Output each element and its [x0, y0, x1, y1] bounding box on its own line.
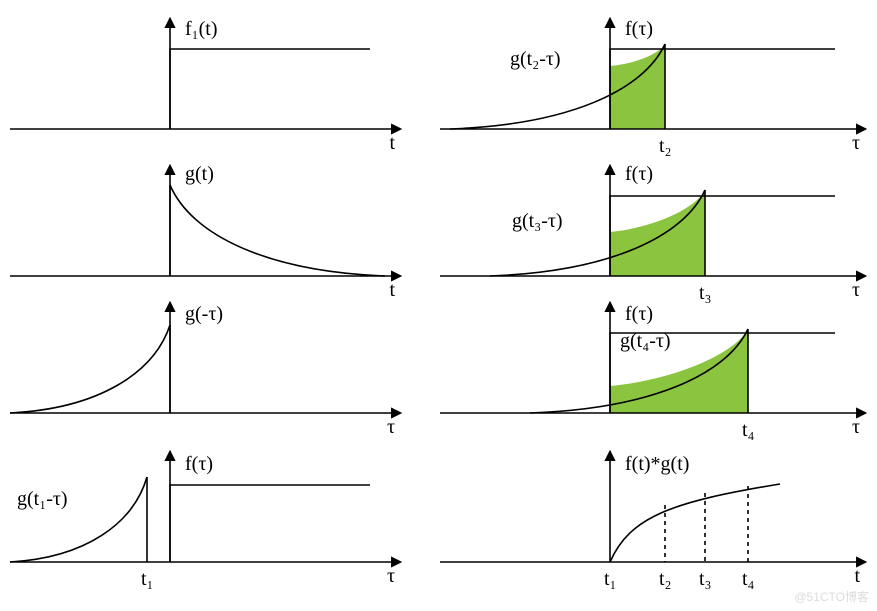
g-label: g(t₄-τ): [620, 330, 671, 352]
tick-label: t₃: [699, 282, 712, 304]
tick-label: t₁: [604, 568, 617, 590]
step-function: [170, 49, 370, 129]
x-axis-label: t: [389, 132, 395, 154]
f-label: f(τ): [625, 163, 653, 185]
tick-label: t₃: [699, 568, 712, 590]
f-label: f(τ): [625, 18, 653, 40]
step-function: [170, 485, 370, 562]
g-label: g(t₁-τ): [17, 488, 68, 510]
x-axis-label: t: [389, 279, 395, 301]
tick-label: t₁: [141, 568, 154, 590]
g-label: g(t₃-τ): [512, 210, 563, 232]
f-label: f(τ): [625, 303, 653, 325]
panel-label: f(t)*g(t): [625, 453, 689, 475]
g-label: g(t₂-τ): [510, 48, 561, 70]
f-label: f(τ): [185, 453, 213, 475]
tick-label: t₂: [659, 568, 672, 590]
panel-label: g(-τ): [185, 303, 223, 325]
x-axis-label: τ: [852, 279, 860, 301]
x-axis-label: τ: [387, 565, 395, 587]
tick-label: t₄: [742, 419, 755, 441]
panel-label: f₁(t): [185, 18, 218, 40]
rise-curve: [10, 325, 170, 413]
x-axis-label: t: [854, 565, 860, 587]
x-axis-label: τ: [852, 132, 860, 154]
x-axis-label: τ: [387, 416, 395, 438]
decay-curve: [170, 185, 385, 276]
convolution-curve: [610, 484, 780, 562]
panel-label: g(t): [185, 163, 214, 185]
diagram-canvas: t f₁(t) t g(t) τ g(-τ) τ f(τ) g(t₁-τ) t₁ τ f(τ) g(t₂…: [0, 0, 877, 611]
tick-label: t₂: [659, 135, 672, 157]
overlap-region: [610, 190, 705, 276]
x-axis-label: τ: [852, 416, 860, 438]
tick-label: t₄: [742, 568, 755, 590]
